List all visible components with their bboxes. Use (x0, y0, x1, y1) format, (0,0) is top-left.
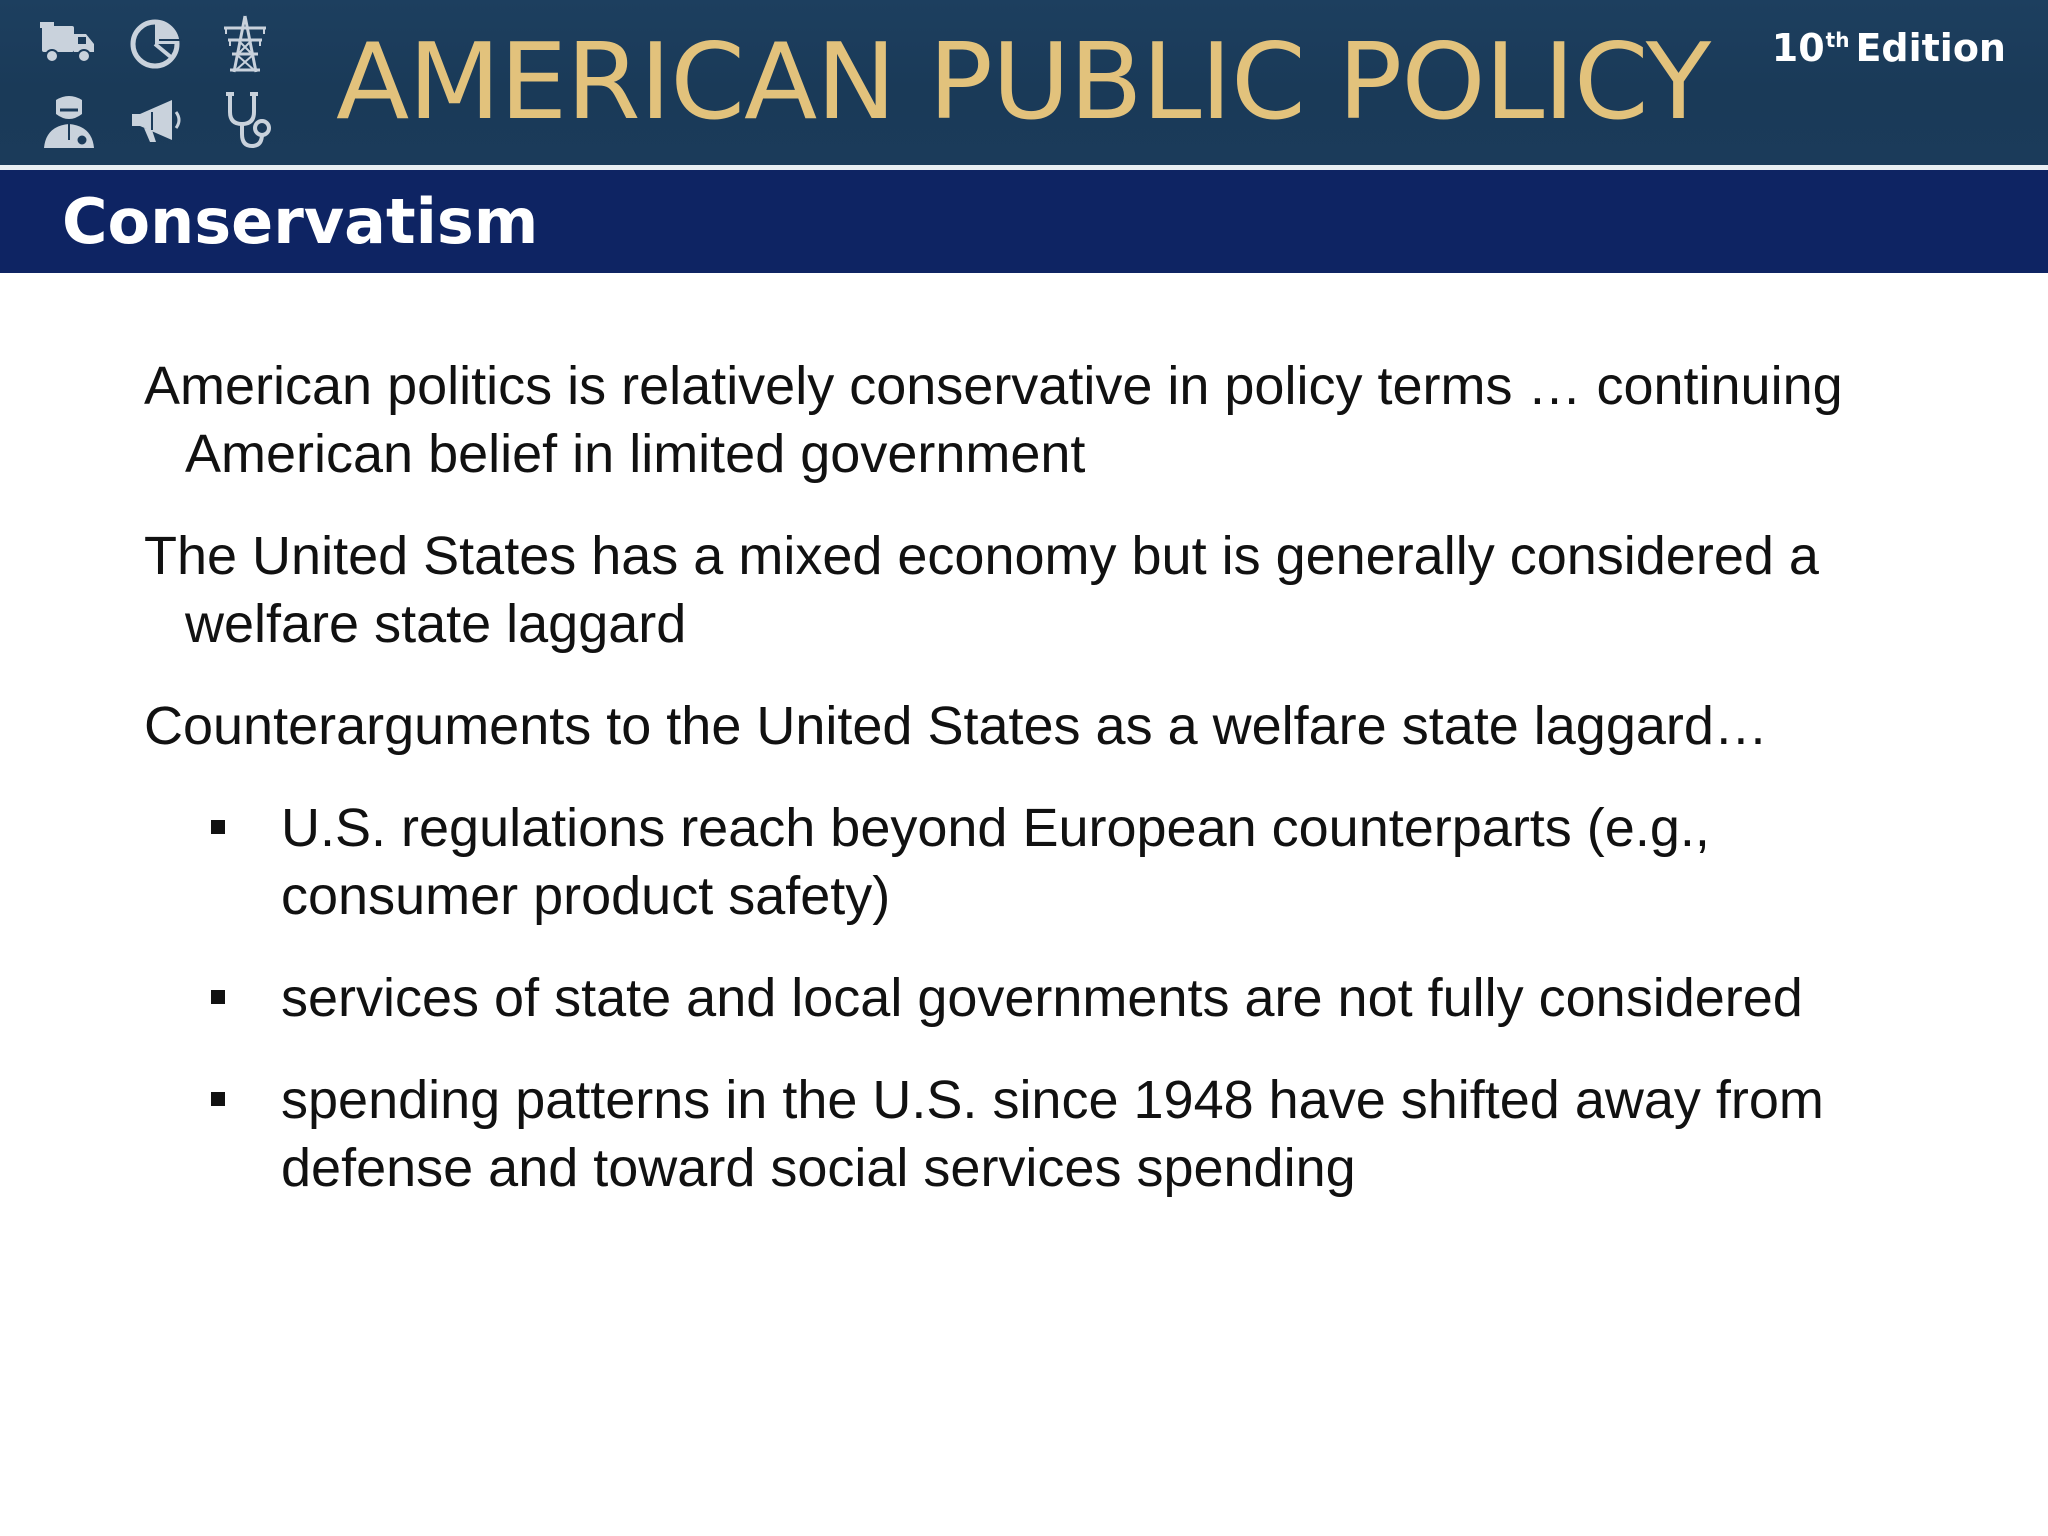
header-banner: AMERICAN PUBLIC POLICY 10th Edition (0, 0, 2048, 165)
megaphone-icon (126, 90, 188, 152)
policy-icon-grid (38, 14, 278, 152)
edition-label: 10th Edition (1772, 26, 2006, 70)
slide-title: Conservatism (62, 185, 539, 258)
edition-suffix: th (1825, 28, 1850, 52)
square-bullet-icon (211, 820, 225, 834)
banner-divider (0, 165, 2048, 170)
square-bullet-icon (211, 1092, 225, 1106)
bullet-text: services of state and local governments … (281, 968, 1803, 1028)
bullet-text: spending patterns in the U.S. since 1948… (281, 1070, 1824, 1198)
pie-chart-icon (126, 14, 188, 76)
bullet-list: U.S. regulations reach beyond European c… (144, 794, 1944, 1202)
edition-word: Edition (1855, 26, 2006, 70)
bullet-item: U.S. regulations reach beyond European c… (144, 794, 1944, 930)
doctor-icon (38, 90, 100, 152)
edition-number: 10 (1771, 26, 1825, 70)
bullet-item: services of state and local governments … (144, 964, 1944, 1032)
brand-title: AMERICAN PUBLIC POLICY (336, 21, 1711, 143)
slide-title-bar: Conservatism (0, 170, 2048, 273)
square-bullet-icon (211, 990, 225, 1004)
power-tower-icon (214, 14, 276, 76)
truck-icon (38, 14, 100, 76)
bullet-item: spending patterns in the U.S. since 1948… (144, 1066, 1944, 1202)
bullet-text: U.S. regulations reach beyond European c… (281, 798, 1710, 926)
stethoscope-icon (214, 90, 276, 152)
slide-content: American politics is relatively conserva… (144, 352, 1944, 1236)
body-paragraph: American politics is relatively conserva… (144, 356, 1843, 484)
body-paragraph: The United States has a mixed economy bu… (144, 526, 1819, 654)
body-paragraph: Counterarguments to the United States as… (144, 696, 1768, 756)
